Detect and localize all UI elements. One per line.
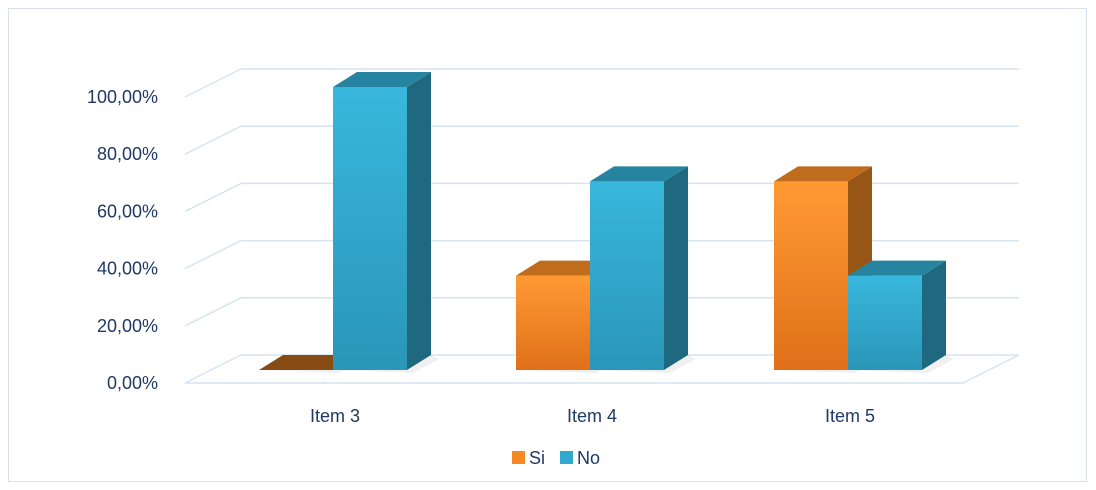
legend-swatch [512,451,525,464]
legend-label: Si [529,448,545,468]
x-category-label: Item 4 [567,406,617,426]
gridline [184,125,1019,155]
x-axis-categories: Item 3 Item 4 Item 5 [310,406,875,426]
bar [590,166,696,373]
x-category-label: Item 5 [825,406,875,426]
x-category-label: Item 3 [310,406,360,426]
legend: Si No [512,448,600,468]
y-tick-label: 40,00% [97,259,158,279]
gridline [184,68,1019,98]
y-tick-label: 0,00% [107,373,158,393]
bar [333,72,439,373]
legend-item: No [560,448,600,468]
y-tick-label: 60,00% [97,201,158,221]
y-tick-label: 100,00% [87,87,158,107]
chart-frame [8,8,1087,482]
legend-item: Si [512,448,545,468]
y-tick-label: 20,00% [97,316,158,336]
y-axis-ticks: 0,00% 20,00% 40,00% 60,00% 80,00% 100,00% [87,87,158,393]
floor-plane [184,354,1020,384]
chart-floor [184,354,1020,384]
y-tick-label: 80,00% [97,144,158,164]
legend-label: No [577,448,600,468]
bars [259,72,954,373]
bar [848,260,954,373]
legend-swatch [560,451,573,464]
